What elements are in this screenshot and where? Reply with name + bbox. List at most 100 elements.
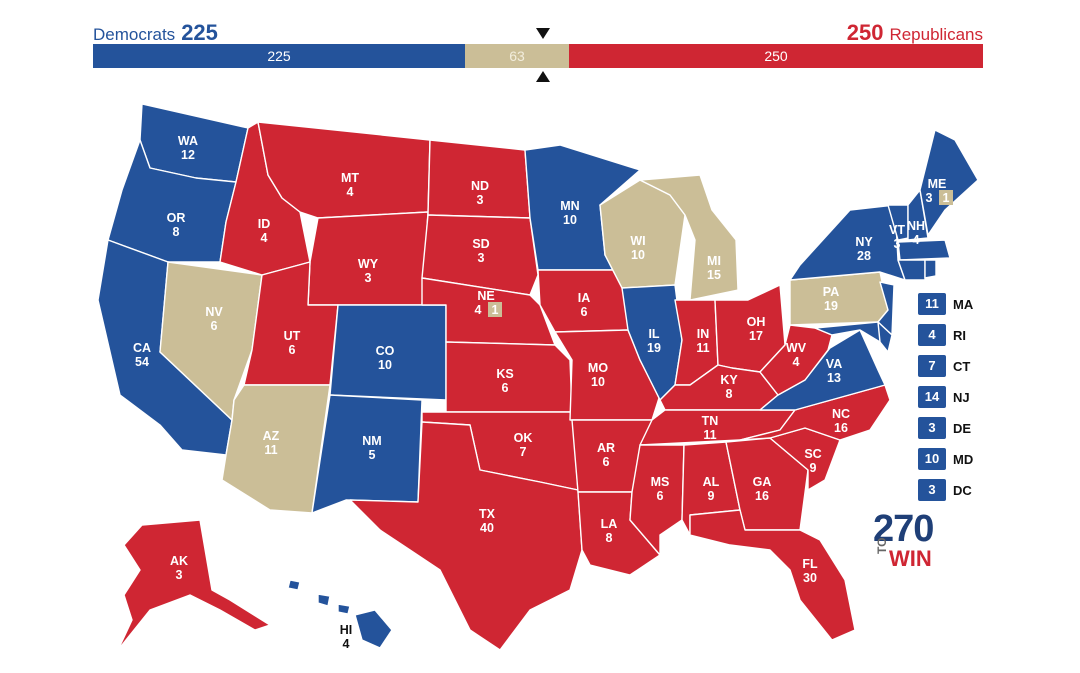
state-label-nh: NH (907, 219, 925, 233)
state-md-shape[interactable] (814, 321, 886, 346)
small-state-ev-ct[interactable]: 7 (918, 355, 946, 377)
state-label-hi: HI (340, 623, 353, 637)
state-az[interactable] (221, 384, 331, 514)
republicans-label: Republicans (889, 25, 983, 44)
democrats-header: Democrats 225 (93, 20, 224, 46)
bar-segment-republicans: 250 (569, 44, 983, 68)
state-ev-ky: 8 (726, 387, 733, 401)
state-ev-al: 9 (708, 489, 715, 503)
state-label-mo: MO (588, 361, 608, 375)
state-label-nm: NM (362, 434, 381, 448)
state-hi-islands[interactable] (287, 579, 393, 649)
state-label-ar: AR (597, 441, 615, 455)
state-label-tx: TX (479, 507, 496, 521)
small-state-abbr-md: MD (953, 451, 974, 467)
state-hi-island[interactable] (337, 603, 351, 615)
state-label-wv: WV (786, 341, 807, 355)
state-fl[interactable] (689, 509, 856, 641)
state-mi[interactable] (639, 174, 739, 301)
state-ev-co: 10 (378, 358, 392, 372)
state-me[interactable] (919, 129, 979, 236)
electoral-vote-bar-header: Democrats 225 250 Republicans 225 63 250 (93, 16, 983, 72)
state-label-ne: NE (477, 289, 494, 303)
state-label-me: ME (928, 177, 947, 191)
small-state-row-nj[interactable]: 14 NJ (918, 386, 970, 408)
state-label-va: VA (826, 357, 842, 371)
state-hi-island[interactable] (354, 609, 393, 649)
state-ev-sd: 3 (478, 251, 485, 265)
state-nh[interactable] (907, 189, 929, 241)
threshold-marker-down-icon (536, 28, 550, 39)
state-ev-nd: 3 (477, 193, 484, 207)
state-ev-mt: 4 (347, 185, 354, 199)
small-state-abbr-ma: MA (953, 296, 974, 312)
state-ev-nm: 5 (369, 448, 376, 462)
state-ev-ny: 28 (857, 249, 871, 263)
state-label-la: LA (601, 517, 618, 531)
state-ev-oh: 17 (749, 329, 763, 343)
state-label-nv: NV (205, 305, 223, 319)
small-state-abbr-dc: DC (953, 482, 972, 498)
small-state-row-dc[interactable]: 3 DC (918, 479, 972, 501)
state-ev-tx: 40 (480, 521, 494, 535)
state-label-nd: ND (471, 179, 489, 193)
state-label-fl: FL (802, 557, 818, 571)
270towin-logo: 270 TO WIN (873, 508, 943, 580)
state-ma-shape[interactable] (897, 239, 951, 261)
state-ny[interactable] (789, 204, 906, 281)
state-ev-tn: 11 (703, 428, 716, 442)
small-state-ev-ri[interactable]: 4 (918, 324, 946, 346)
state-ev-wa: 12 (181, 148, 195, 162)
state-label-co: CO (376, 344, 395, 358)
state-ev-fl: 30 (803, 571, 817, 585)
state-ev-mo: 10 (591, 375, 605, 389)
district-tossup-box-me[interactable] (939, 190, 953, 205)
republicans-total: 250 (846, 20, 884, 45)
state-de-shape[interactable] (877, 321, 893, 353)
state-ev-ga: 16 (755, 489, 769, 503)
state-label-wi: WI (630, 234, 645, 248)
state-tx[interactable] (349, 421, 583, 651)
state-hi-island[interactable] (317, 593, 331, 607)
state-ev-hi: 4 (343, 637, 350, 651)
state-label-mt: MT (341, 171, 359, 185)
state-label-ga: GA (753, 475, 772, 489)
state-ak[interactable] (117, 519, 271, 651)
state-ev-la: 8 (606, 531, 613, 545)
small-state-ev-nj[interactable]: 14 (918, 386, 946, 408)
small-state-ev-md[interactable]: 10 (918, 448, 946, 470)
small-state-ev-dc[interactable]: 3 (918, 479, 946, 501)
small-state-row-md[interactable]: 10 MD (918, 448, 973, 470)
state-label-wy: WY (358, 257, 379, 271)
state-ev-vt: 3 (894, 237, 901, 251)
state-label-ny: NY (855, 235, 873, 249)
state-ev-mi: 15 (707, 268, 721, 282)
small-state-row-ma[interactable]: 11 MA (918, 293, 973, 315)
state-label-ky: KY (720, 373, 738, 387)
small-state-ev-de[interactable]: 3 (918, 417, 946, 439)
state-label-ms: MS (651, 475, 670, 489)
district-tossup-box-ne[interactable] (488, 302, 502, 317)
state-ev-id: 4 (261, 231, 268, 245)
state-nm[interactable] (311, 394, 423, 514)
state-label-or: OR (167, 211, 186, 225)
small-state-row-de[interactable]: 3 DE (918, 417, 971, 439)
state-wv[interactable] (759, 324, 833, 396)
state-hi-island[interactable] (287, 579, 301, 591)
state-label-sc: SC (804, 447, 821, 461)
democrats-total: 225 (181, 20, 218, 45)
state-ri-shape[interactable] (924, 259, 937, 279)
state-sd[interactable] (421, 214, 539, 296)
state-label-ia: IA (578, 291, 591, 305)
state-label-in: IN (697, 327, 710, 341)
state-ev-me: 3 (926, 191, 933, 205)
district-ev-me: 1 (943, 191, 950, 205)
state-label-ok: OK (514, 431, 533, 445)
state-label-il: IL (648, 327, 659, 341)
state-ct-shape[interactable] (897, 259, 926, 281)
small-state-row-ri[interactable]: 4 RI (918, 324, 966, 346)
small-state-row-ct[interactable]: 7 CT (918, 355, 970, 377)
small-state-ev-ma[interactable]: 11 (918, 293, 946, 315)
state-ev-ms: 6 (657, 489, 664, 503)
